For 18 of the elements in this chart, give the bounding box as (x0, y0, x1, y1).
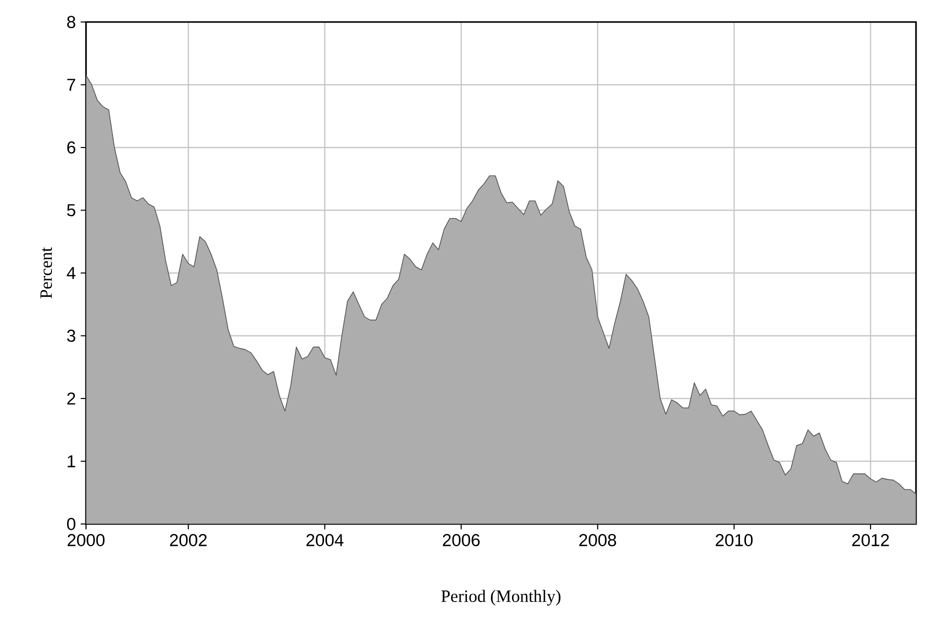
x-tick-label: 2010 (716, 534, 753, 546)
x-tick-label: 2004 (306, 534, 344, 546)
x-tick-label: 2000 (68, 534, 105, 546)
y-tick-label: 6 (67, 141, 76, 154)
y-axis-title: Percent (40, 247, 52, 298)
y-tick-label: 2 (67, 392, 76, 405)
x-tick-label: 2008 (579, 534, 616, 546)
y-tick-label: 5 (67, 204, 76, 216)
y-tick-label: 7 (67, 78, 76, 91)
x-tick-label: 2012 (852, 534, 889, 546)
x-tick-label: 2002 (170, 534, 207, 546)
x-axis-title: Period (Monthly) (441, 590, 560, 606)
x-tick-label: 2006 (442, 534, 480, 546)
y-tick-label: 3 (67, 330, 76, 342)
y-tick-label: 1 (68, 455, 76, 468)
y-tick-label: 4 (66, 267, 76, 279)
y-tick-label: 0 (67, 518, 76, 530)
y-tick-label: 8 (67, 16, 76, 28)
